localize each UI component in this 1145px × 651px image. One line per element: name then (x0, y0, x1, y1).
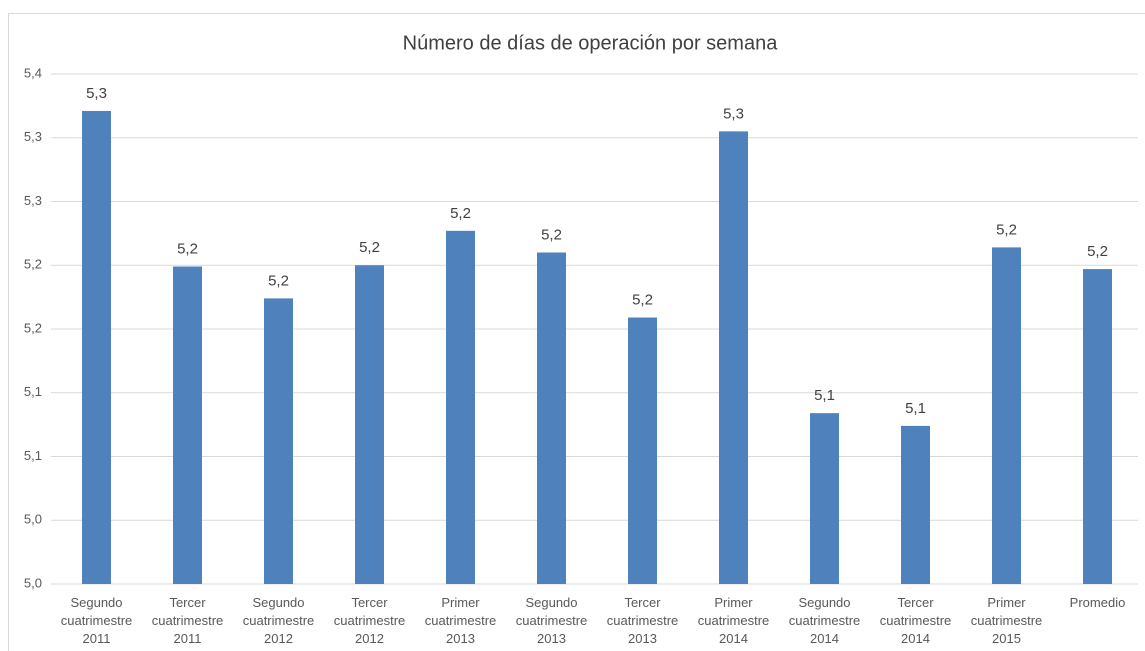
x-tick-label-line: Promedio (1070, 595, 1126, 610)
bar (264, 298, 293, 584)
x-tick-label: Primer cuatrimestre 2013 (425, 595, 497, 646)
y-tick-label: 5,4 (24, 65, 42, 80)
y-tick-label: 5,2 (24, 257, 42, 272)
value-label: 5,2 (996, 221, 1017, 238)
value-label: 5,1 (905, 400, 926, 417)
x-tick-label: Segundo cuatrimestre 2014 (789, 595, 861, 646)
x-tick-label-line: Tercer (897, 595, 934, 610)
x-tick-label-line: Tercer (624, 595, 661, 610)
bar (992, 247, 1021, 584)
x-tick-label-line: 2013 (537, 631, 566, 646)
x-tick-label-line: Primer (987, 595, 1026, 610)
y-tick-label: 5,0 (24, 575, 42, 590)
x-tick-label: Promedio (1070, 595, 1126, 610)
bar (537, 252, 566, 584)
bar (719, 131, 748, 584)
x-tick-label-line: 2015 (992, 631, 1021, 646)
bar (901, 425, 930, 584)
value-label: 5,2 (632, 291, 653, 308)
x-tick-label-line: cuatrimestre (607, 613, 679, 628)
x-tick-label-line: Segundo (525, 595, 577, 610)
x-tick-label-line: cuatrimestre (971, 613, 1043, 628)
x-tick-label-line: 2011 (174, 631, 202, 646)
y-tick-label: 5,1 (24, 448, 42, 463)
x-tick-label: Tercer cuatrimestre 2012 (334, 595, 406, 646)
chart-title: Número de días de operación por semana (403, 32, 779, 54)
bar (1083, 269, 1112, 584)
value-label: 5,2 (177, 240, 198, 257)
x-tick-label-line: cuatrimestre (152, 613, 224, 628)
x-tick-label-line: cuatrimestre (789, 613, 861, 628)
x-tick-label-line: cuatrimestre (698, 613, 770, 628)
x-tick-label-line: 2013 (446, 631, 475, 646)
value-label: 5,2 (450, 205, 471, 222)
bar (446, 230, 475, 584)
value-label: 5,3 (86, 85, 107, 102)
y-tick-label: 5,3 (24, 193, 42, 208)
x-tick-label-line: cuatrimestre (516, 613, 588, 628)
x-tick-label-line: 2013 (628, 631, 657, 646)
x-tick-label-line: 2012 (264, 631, 293, 646)
x-tick-label-line: Primer (714, 595, 753, 610)
x-tick-label: Tercer cuatrimestre 2011 (152, 595, 224, 646)
y-tick-label: 5,0 (24, 512, 42, 527)
x-tick-label-line: cuatrimestre (334, 613, 406, 628)
y-tick-label: 5,2 (24, 320, 42, 335)
x-tick-label: Segundo cuatrimestre 2013 (516, 595, 588, 646)
y-tick-label: 5,3 (24, 129, 42, 144)
x-tick-label-line: cuatrimestre (243, 613, 315, 628)
x-tick-label: Segundo cuatrimestre 2011 (61, 595, 133, 646)
x-tick-label-line: 2014 (810, 631, 839, 646)
x-tick-label-line: cuatrimestre (61, 613, 133, 628)
value-label: 5,2 (1087, 243, 1108, 260)
x-tick-label-line: Segundo (252, 595, 304, 610)
bar (628, 317, 657, 584)
bar (810, 413, 839, 584)
x-tick-label-line: 2012 (355, 631, 384, 646)
bar (82, 110, 111, 584)
x-tick-label-line: Tercer (351, 595, 388, 610)
x-tick-label: Segundo cuatrimestre 2012 (243, 595, 315, 646)
value-label: 5,3 (723, 105, 744, 122)
x-tick-label-line: 2014 (901, 631, 930, 646)
x-tick-label: Tercer cuatrimestre 2014 (880, 595, 952, 646)
x-tick-label: Primer cuatrimestre 2015 (971, 595, 1043, 646)
value-label: 5,2 (268, 272, 289, 289)
x-tick-label-line: cuatrimestre (425, 613, 497, 628)
x-tick-label-line: cuatrimestre (880, 613, 952, 628)
x-tick-label-line: Segundo (798, 595, 850, 610)
x-tick-label: Tercer cuatrimestre 2013 (607, 595, 679, 646)
x-tick-label-line: Primer (441, 595, 480, 610)
x-tick-label-line: 2014 (719, 631, 748, 646)
value-label: 5,2 (541, 226, 562, 243)
x-tick-label-line: Tercer (169, 595, 206, 610)
value-label: 5,2 (359, 239, 380, 256)
bar (355, 265, 384, 584)
x-tick-label: Primer cuatrimestre 2014 (698, 595, 770, 646)
x-tick-label-line: 2011 (83, 631, 111, 646)
value-label: 5,1 (814, 387, 835, 404)
y-tick-label: 5,1 (24, 384, 42, 399)
bar (173, 266, 202, 584)
x-tick-label-line: Segundo (70, 595, 122, 610)
